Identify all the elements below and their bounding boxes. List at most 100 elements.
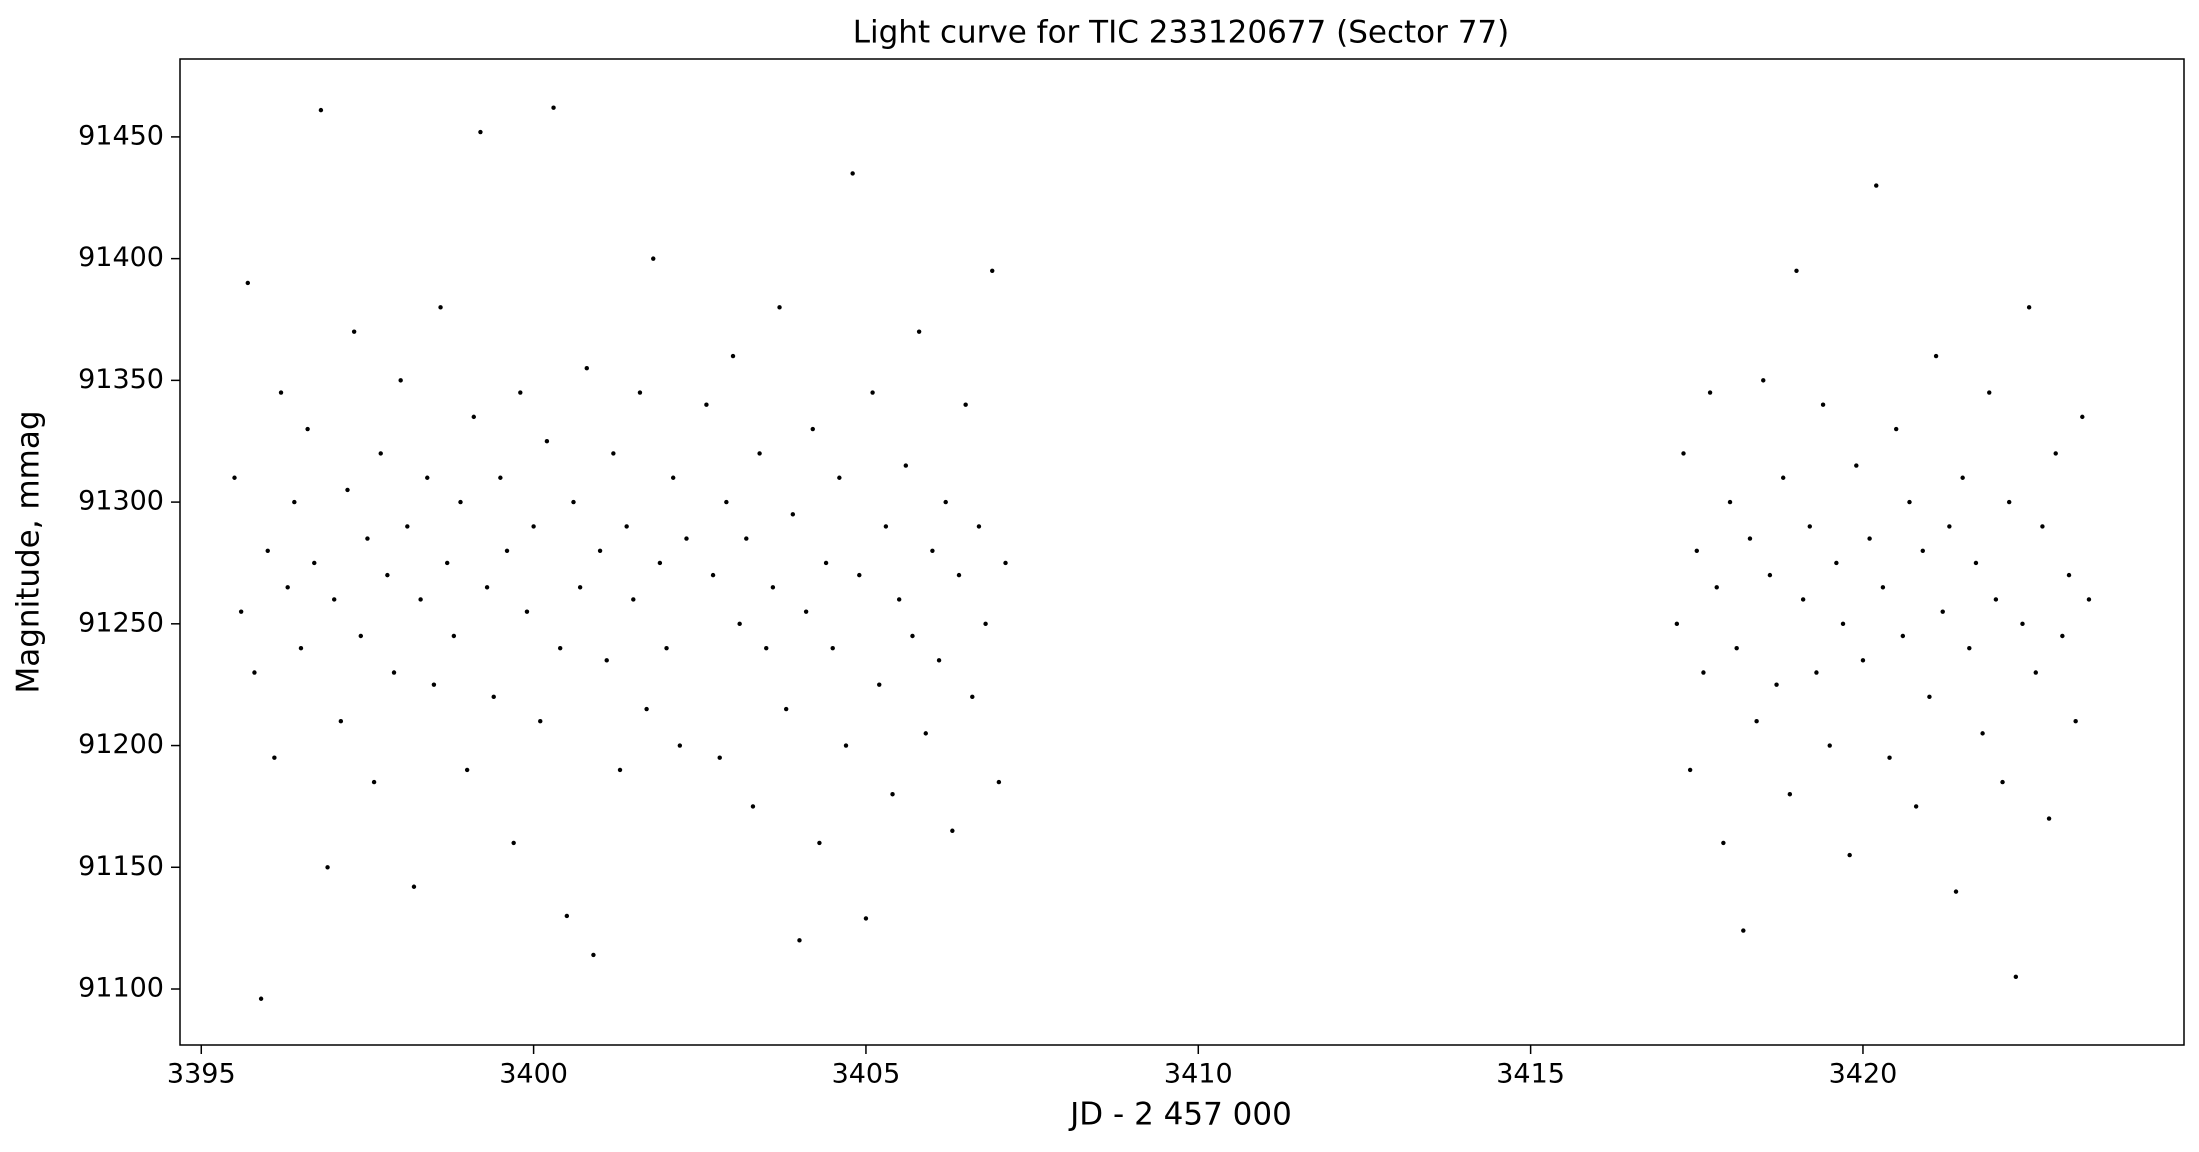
data-point bbox=[431, 682, 437, 687]
data-point bbox=[1900, 633, 1906, 639]
data-point bbox=[1987, 390, 1992, 395]
data-point bbox=[2046, 816, 2052, 821]
data-point bbox=[803, 609, 809, 614]
data-point bbox=[451, 633, 457, 639]
data-point bbox=[531, 524, 536, 529]
data-point bbox=[1887, 755, 1892, 760]
data-point bbox=[976, 524, 982, 529]
data-point bbox=[591, 952, 596, 958]
data-point bbox=[990, 268, 995, 274]
y-tick-label: 91250 bbox=[78, 607, 164, 638]
data-point bbox=[1681, 451, 1686, 456]
data-point bbox=[1960, 475, 1965, 480]
data-point bbox=[2000, 779, 2005, 785]
data-point bbox=[1727, 499, 1733, 505]
data-point bbox=[617, 767, 623, 773]
data-point bbox=[571, 499, 576, 505]
data-point bbox=[1747, 536, 1753, 541]
data-point bbox=[305, 426, 310, 432]
data-point bbox=[1761, 378, 1766, 383]
data-point bbox=[1003, 560, 1008, 566]
data-point bbox=[524, 609, 530, 614]
data-point bbox=[1953, 889, 1959, 894]
y-tick-label: 91300 bbox=[78, 486, 164, 517]
data-point bbox=[730, 353, 736, 359]
data-point bbox=[391, 670, 397, 675]
data-point bbox=[1840, 621, 1846, 627]
x-tick-label: 3410 bbox=[1164, 1059, 1233, 1090]
data-point bbox=[1947, 524, 1952, 529]
data-point bbox=[278, 390, 284, 395]
data-point bbox=[631, 597, 636, 602]
data-point bbox=[2026, 305, 2032, 310]
data-point bbox=[292, 499, 297, 505]
data-point bbox=[611, 451, 616, 456]
data-point bbox=[1880, 585, 1886, 590]
data-point bbox=[790, 512, 796, 517]
data-point bbox=[584, 365, 589, 371]
data-point bbox=[837, 475, 842, 480]
data-point bbox=[551, 105, 556, 110]
data-point bbox=[624, 524, 629, 529]
data-point bbox=[597, 548, 603, 553]
data-point bbox=[1893, 426, 1899, 432]
data-point bbox=[285, 585, 290, 590]
data-point bbox=[425, 475, 430, 480]
data-point bbox=[332, 597, 337, 602]
data-point bbox=[637, 390, 643, 395]
data-point bbox=[850, 171, 855, 176]
data-point bbox=[365, 536, 370, 541]
data-point bbox=[1973, 560, 1979, 566]
data-point bbox=[265, 548, 270, 553]
data-point bbox=[1874, 183, 1879, 188]
data-point bbox=[1860, 658, 1866, 663]
data-point bbox=[445, 560, 450, 566]
data-point bbox=[438, 305, 443, 310]
data-point bbox=[1827, 743, 1832, 748]
data-point bbox=[385, 572, 390, 578]
data-point bbox=[1800, 597, 1806, 602]
y-tick-label: 91100 bbox=[78, 973, 164, 1004]
data-point bbox=[411, 884, 417, 889]
data-point bbox=[557, 645, 563, 651]
data-point bbox=[577, 585, 583, 590]
data-point bbox=[704, 402, 709, 407]
data-point bbox=[478, 129, 483, 135]
data-point bbox=[1993, 597, 1999, 602]
y-tick-label: 91200 bbox=[78, 729, 164, 760]
data-point bbox=[1701, 670, 1706, 675]
data-point bbox=[1787, 792, 1793, 797]
data-point bbox=[471, 414, 476, 420]
data-point bbox=[797, 938, 802, 943]
data-point bbox=[298, 645, 304, 651]
data-point bbox=[2053, 451, 2058, 456]
data-point bbox=[916, 329, 922, 334]
data-point bbox=[1767, 572, 1773, 578]
data-point bbox=[564, 913, 570, 919]
data-point bbox=[896, 597, 902, 602]
data-point bbox=[1721, 840, 1726, 846]
data-point bbox=[325, 865, 330, 870]
data-point bbox=[351, 329, 357, 334]
data-point bbox=[1714, 585, 1719, 590]
data-point bbox=[2060, 633, 2065, 639]
data-point bbox=[830, 645, 835, 651]
data-point bbox=[1834, 560, 1839, 566]
data-point bbox=[1820, 402, 1826, 407]
data-point bbox=[1913, 804, 1919, 809]
y-tick-label: 91350 bbox=[78, 364, 164, 395]
x-tick-label: 3405 bbox=[832, 1059, 901, 1090]
data-point bbox=[870, 390, 875, 395]
data-point bbox=[923, 731, 928, 736]
data-point bbox=[717, 755, 722, 760]
data-point bbox=[930, 548, 935, 553]
data-point bbox=[1867, 536, 1872, 541]
data-point bbox=[1933, 353, 1939, 359]
data-point bbox=[418, 597, 423, 602]
data-point bbox=[983, 621, 988, 627]
data-point bbox=[770, 585, 776, 590]
data-point bbox=[371, 779, 377, 785]
y-axis-label: Magnitude, mmag bbox=[11, 410, 47, 693]
data-point bbox=[458, 499, 463, 505]
data-point bbox=[378, 451, 383, 456]
